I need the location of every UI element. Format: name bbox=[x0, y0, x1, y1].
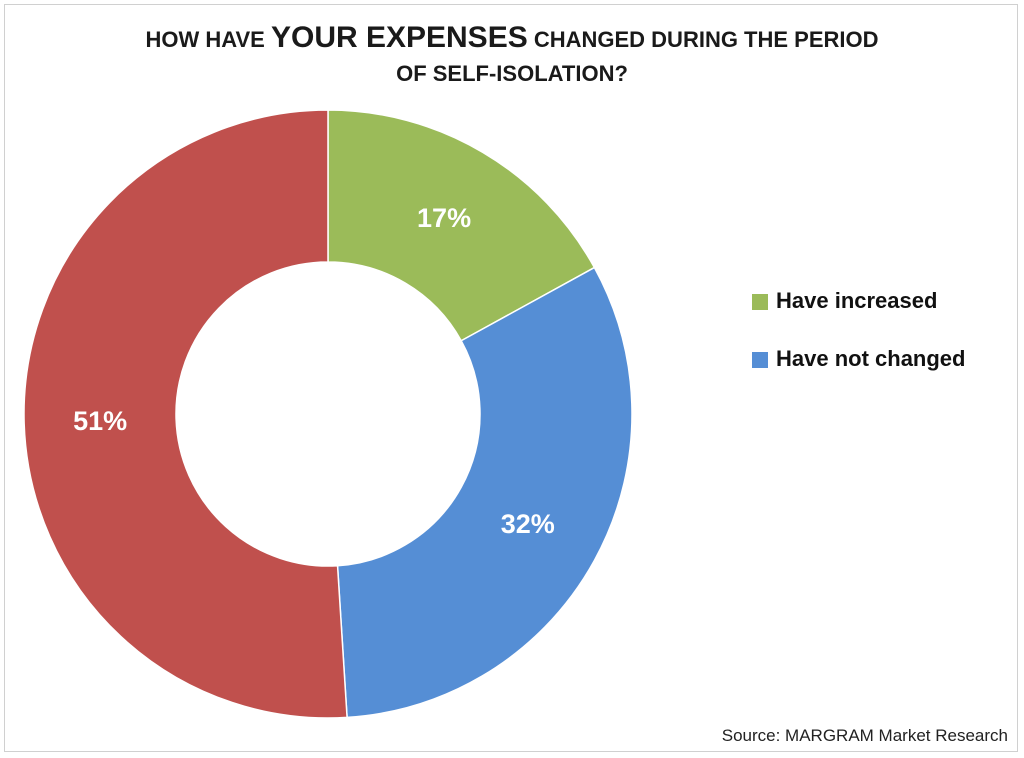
legend-item-increased: Have increased bbox=[752, 284, 992, 318]
slice-label-other: 51% bbox=[73, 406, 127, 436]
donut-slice-not-changed bbox=[336, 266, 633, 719]
chart-title: HOW HAVE YOUR EXPENSES CHANGED DURING TH… bbox=[0, 18, 1024, 63]
title-part1: HOW HAVE bbox=[145, 27, 271, 52]
legend-label-increased: Have increased bbox=[776, 288, 938, 313]
title-emphasis: YOUR EXPENSES bbox=[270, 21, 528, 54]
legend: Have increased Have not changed bbox=[752, 284, 992, 400]
donut-slice-increased bbox=[327, 109, 596, 342]
chart-title-line2: OF SELF-ISOLATION? bbox=[396, 61, 628, 86]
legend-label-not-changed: Have not changed bbox=[776, 346, 966, 371]
legend-swatch-not-changed bbox=[752, 352, 768, 368]
slice-label-not-changed: 32% bbox=[501, 509, 555, 539]
legend-item-not-changed: Have not changed bbox=[752, 342, 992, 376]
title-part2: CHANGED DURING THE PERIOD bbox=[527, 27, 879, 52]
legend-swatch-increased bbox=[752, 294, 768, 310]
source-note: Source: MARGRAM Market Research bbox=[721, 726, 1008, 745]
donut-slice-other bbox=[23, 109, 348, 719]
slice-label-increased: 17% bbox=[417, 203, 471, 233]
